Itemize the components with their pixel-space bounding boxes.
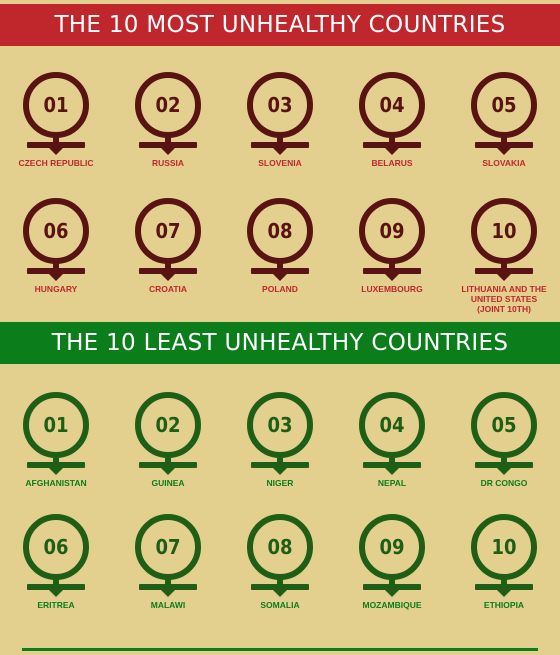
country-label: NIGER	[266, 478, 294, 488]
rank-item: 09 LUXEMBOURG	[336, 198, 448, 318]
location-pin-icon: 06	[23, 514, 89, 597]
country-label: GUINEA	[151, 478, 185, 488]
rank-item: 05 DR CONGO	[448, 392, 560, 510]
country-label: LUXEMBOURG	[361, 284, 423, 294]
location-pin-icon: 08	[247, 198, 313, 281]
location-pin-icon: 02	[135, 392, 201, 475]
rank-number: 03	[247, 392, 313, 458]
rank-number: 01	[23, 392, 89, 458]
location-pin-icon: 06	[23, 198, 89, 281]
rank-item: 09 MOZAMBIQUE	[336, 514, 448, 626]
location-pin-icon: 10	[471, 514, 537, 597]
location-pin-icon: 07	[135, 198, 201, 281]
location-pin-icon: 09	[359, 198, 425, 281]
rank-item: 10 LITHUANIA AND THE UNITED STATES (JOINT…	[448, 198, 560, 318]
location-pin-icon: 04	[359, 392, 425, 475]
most-unhealthy-banner: THE 10 MOST UNHEALTHY COUNTRIES	[0, 4, 560, 46]
rank-number: 03	[247, 72, 313, 138]
rank-item: 08 POLAND	[224, 198, 336, 318]
rank-item: 06 HUNGARY	[0, 198, 112, 318]
country-label: RUSSIA	[151, 158, 185, 168]
bottom-divider	[22, 648, 538, 651]
rank-item: 05 SLOVAKIA	[448, 72, 560, 190]
location-pin-icon: 03	[247, 72, 313, 155]
rank-number: 04	[359, 392, 425, 458]
rank-number: 06	[23, 198, 89, 264]
rank-number: 06	[23, 514, 89, 580]
location-pin-icon: 01	[23, 72, 89, 155]
rank-number: 07	[135, 198, 201, 264]
country-label: SLOVENIA	[258, 158, 302, 168]
country-label: AFGHANISTAN	[25, 478, 87, 488]
country-label: ETHIOPIA	[483, 600, 525, 610]
rank-item: 02 RUSSIA	[112, 72, 224, 190]
rank-number: 02	[135, 392, 201, 458]
rank-item: 01 CZECH REPUBLIC	[0, 72, 112, 190]
rank-item: 08 SOMALIA	[224, 514, 336, 626]
country-label: MOZAMBIQUE	[362, 600, 422, 610]
country-label: HUNGARY	[34, 284, 78, 294]
location-pin-icon: 01	[23, 392, 89, 475]
rank-item: 01 AFGHANISTAN	[0, 392, 112, 510]
rank-number: 09	[359, 514, 425, 580]
rank-item: 04 BELARUS	[336, 72, 448, 190]
rank-number: 01	[23, 72, 89, 138]
rank-number: 02	[135, 72, 201, 138]
location-pin-icon: 09	[359, 514, 425, 597]
rank-number: 05	[471, 72, 537, 138]
location-pin-icon: 10	[471, 198, 537, 281]
location-pin-icon: 02	[135, 72, 201, 155]
location-pin-icon: 05	[471, 72, 537, 155]
rank-number: 04	[359, 72, 425, 138]
country-label: CZECH REPUBLIC	[18, 158, 94, 168]
most-unhealthy-title: THE 10 MOST UNHEALTHY COUNTRIES	[54, 12, 506, 38]
rank-item: 07 MALAWI	[112, 514, 224, 626]
location-pin-icon: 07	[135, 514, 201, 597]
least-unhealthy-title: THE 10 LEAST UNHEALTHY COUNTRIES	[51, 330, 509, 356]
country-label: POLAND	[262, 284, 298, 294]
least-unhealthy-banner: THE 10 LEAST UNHEALTHY COUNTRIES	[0, 322, 560, 364]
country-label: BELARUS	[371, 158, 413, 168]
country-label: SLOVAKIA	[482, 158, 526, 168]
location-pin-icon: 03	[247, 392, 313, 475]
rank-number: 08	[247, 198, 313, 264]
country-label: SOMALIA	[260, 600, 300, 610]
rank-number: 08	[247, 514, 313, 580]
rank-item: 06 ERITREA	[0, 514, 112, 626]
rank-item: 03 NIGER	[224, 392, 336, 510]
rank-item: 03 SLOVENIA	[224, 72, 336, 190]
rank-number: 05	[471, 392, 537, 458]
most-unhealthy-grid: 01 CZECH REPUBLIC 02 RUSSIA 03 SLOVENIA 04 B…	[0, 72, 560, 318]
country-label: ERITREA	[37, 600, 75, 610]
rank-item: 04 NEPAL	[336, 392, 448, 510]
rank-number: 09	[359, 198, 425, 264]
rank-item: 10 ETHIOPIA	[448, 514, 560, 626]
rank-number: 10	[471, 514, 537, 580]
rank-number: 07	[135, 514, 201, 580]
country-label: DR CONGO	[480, 478, 528, 488]
country-label: MALAWI	[150, 600, 186, 610]
location-pin-icon: 05	[471, 392, 537, 475]
rank-item: 07 CROATIA	[112, 198, 224, 318]
country-label: NEPAL	[377, 478, 407, 488]
country-label: LITHUANIA AND THE UNITED STATES (JOINT 1…	[461, 284, 547, 314]
country-label: CROATIA	[148, 284, 188, 294]
rank-number: 10	[471, 198, 537, 264]
location-pin-icon: 04	[359, 72, 425, 155]
location-pin-icon: 08	[247, 514, 313, 597]
rank-item: 02 GUINEA	[112, 392, 224, 510]
least-unhealthy-grid: 01 AFGHANISTAN 02 GUINEA 03 NIGER 04 NEPAL 0…	[0, 392, 560, 626]
